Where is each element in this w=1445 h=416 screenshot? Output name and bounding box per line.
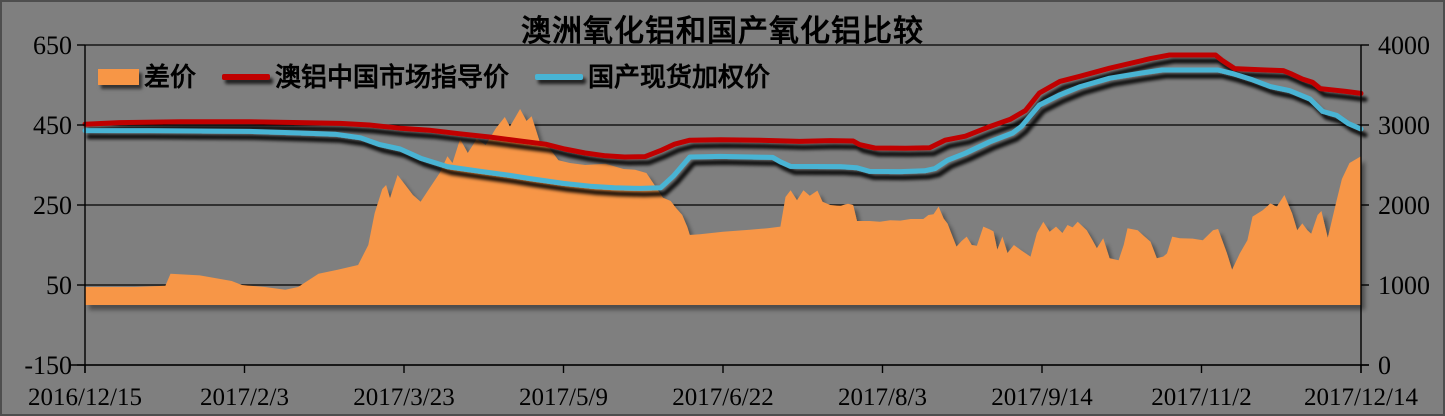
y-left-label-450: 450 bbox=[33, 111, 72, 140]
y-left-label-650: 650 bbox=[33, 31, 72, 60]
x-label-6: 2017/9/14 bbox=[991, 384, 1093, 411]
x-label-3: 2017/5/9 bbox=[519, 384, 608, 411]
series-au-guide-line bbox=[82, 52, 1364, 160]
y-right-label-4000: 4000 bbox=[1378, 31, 1430, 60]
x-label-0: 2016/12/15 bbox=[28, 384, 142, 411]
x-label-7: 2017/11/2 bbox=[1151, 384, 1251, 411]
legend-spread-swatch-icon bbox=[98, 69, 139, 85]
y-right-label-3000: 3000 bbox=[1378, 111, 1430, 140]
legend-au-guide-line-icon bbox=[222, 74, 271, 80]
y-left-label-250: 250 bbox=[33, 191, 72, 220]
x-label-1: 2017/2/3 bbox=[200, 384, 289, 411]
legend-label-spread: 差价 bbox=[144, 62, 197, 92]
legend-item-au-guide[interactable]: 澳铝中国市场指导价 bbox=[222, 60, 509, 94]
axes bbox=[69, 44, 1369, 373]
series-domestic-line bbox=[82, 67, 1364, 191]
legend: 差价 澳铝中国市场指导价 国产现货加权价 bbox=[98, 60, 770, 94]
x-label-2: 2017/3/23 bbox=[353, 384, 454, 411]
legend-item-spread[interactable]: 差价 bbox=[98, 60, 196, 94]
x-label-5: 2017/8/3 bbox=[838, 384, 927, 411]
x-label-8: 2017/12/14 bbox=[1304, 384, 1418, 411]
legend-domestic-line-icon bbox=[535, 74, 584, 80]
legend-label-au-guide: 澳铝中国市场指导价 bbox=[275, 62, 510, 92]
legend-label-domestic: 国产现货加权价 bbox=[588, 62, 771, 92]
y-left-label--150: -150 bbox=[24, 351, 72, 380]
chart-title: 澳洲氧化铝和国产氧化铝比较 bbox=[521, 15, 924, 48]
y-right-label-1000: 1000 bbox=[1378, 271, 1430, 300]
x-label-4: 2017/6/22 bbox=[672, 384, 773, 411]
y-right-label-0: 0 bbox=[1378, 351, 1391, 380]
legend-item-domestic[interactable]: 国产现货加权价 bbox=[535, 60, 770, 94]
y-left-label-50: 50 bbox=[46, 271, 72, 300]
y-right-label-2000: 2000 bbox=[1378, 191, 1430, 220]
series-spread-area bbox=[85, 109, 1361, 305]
